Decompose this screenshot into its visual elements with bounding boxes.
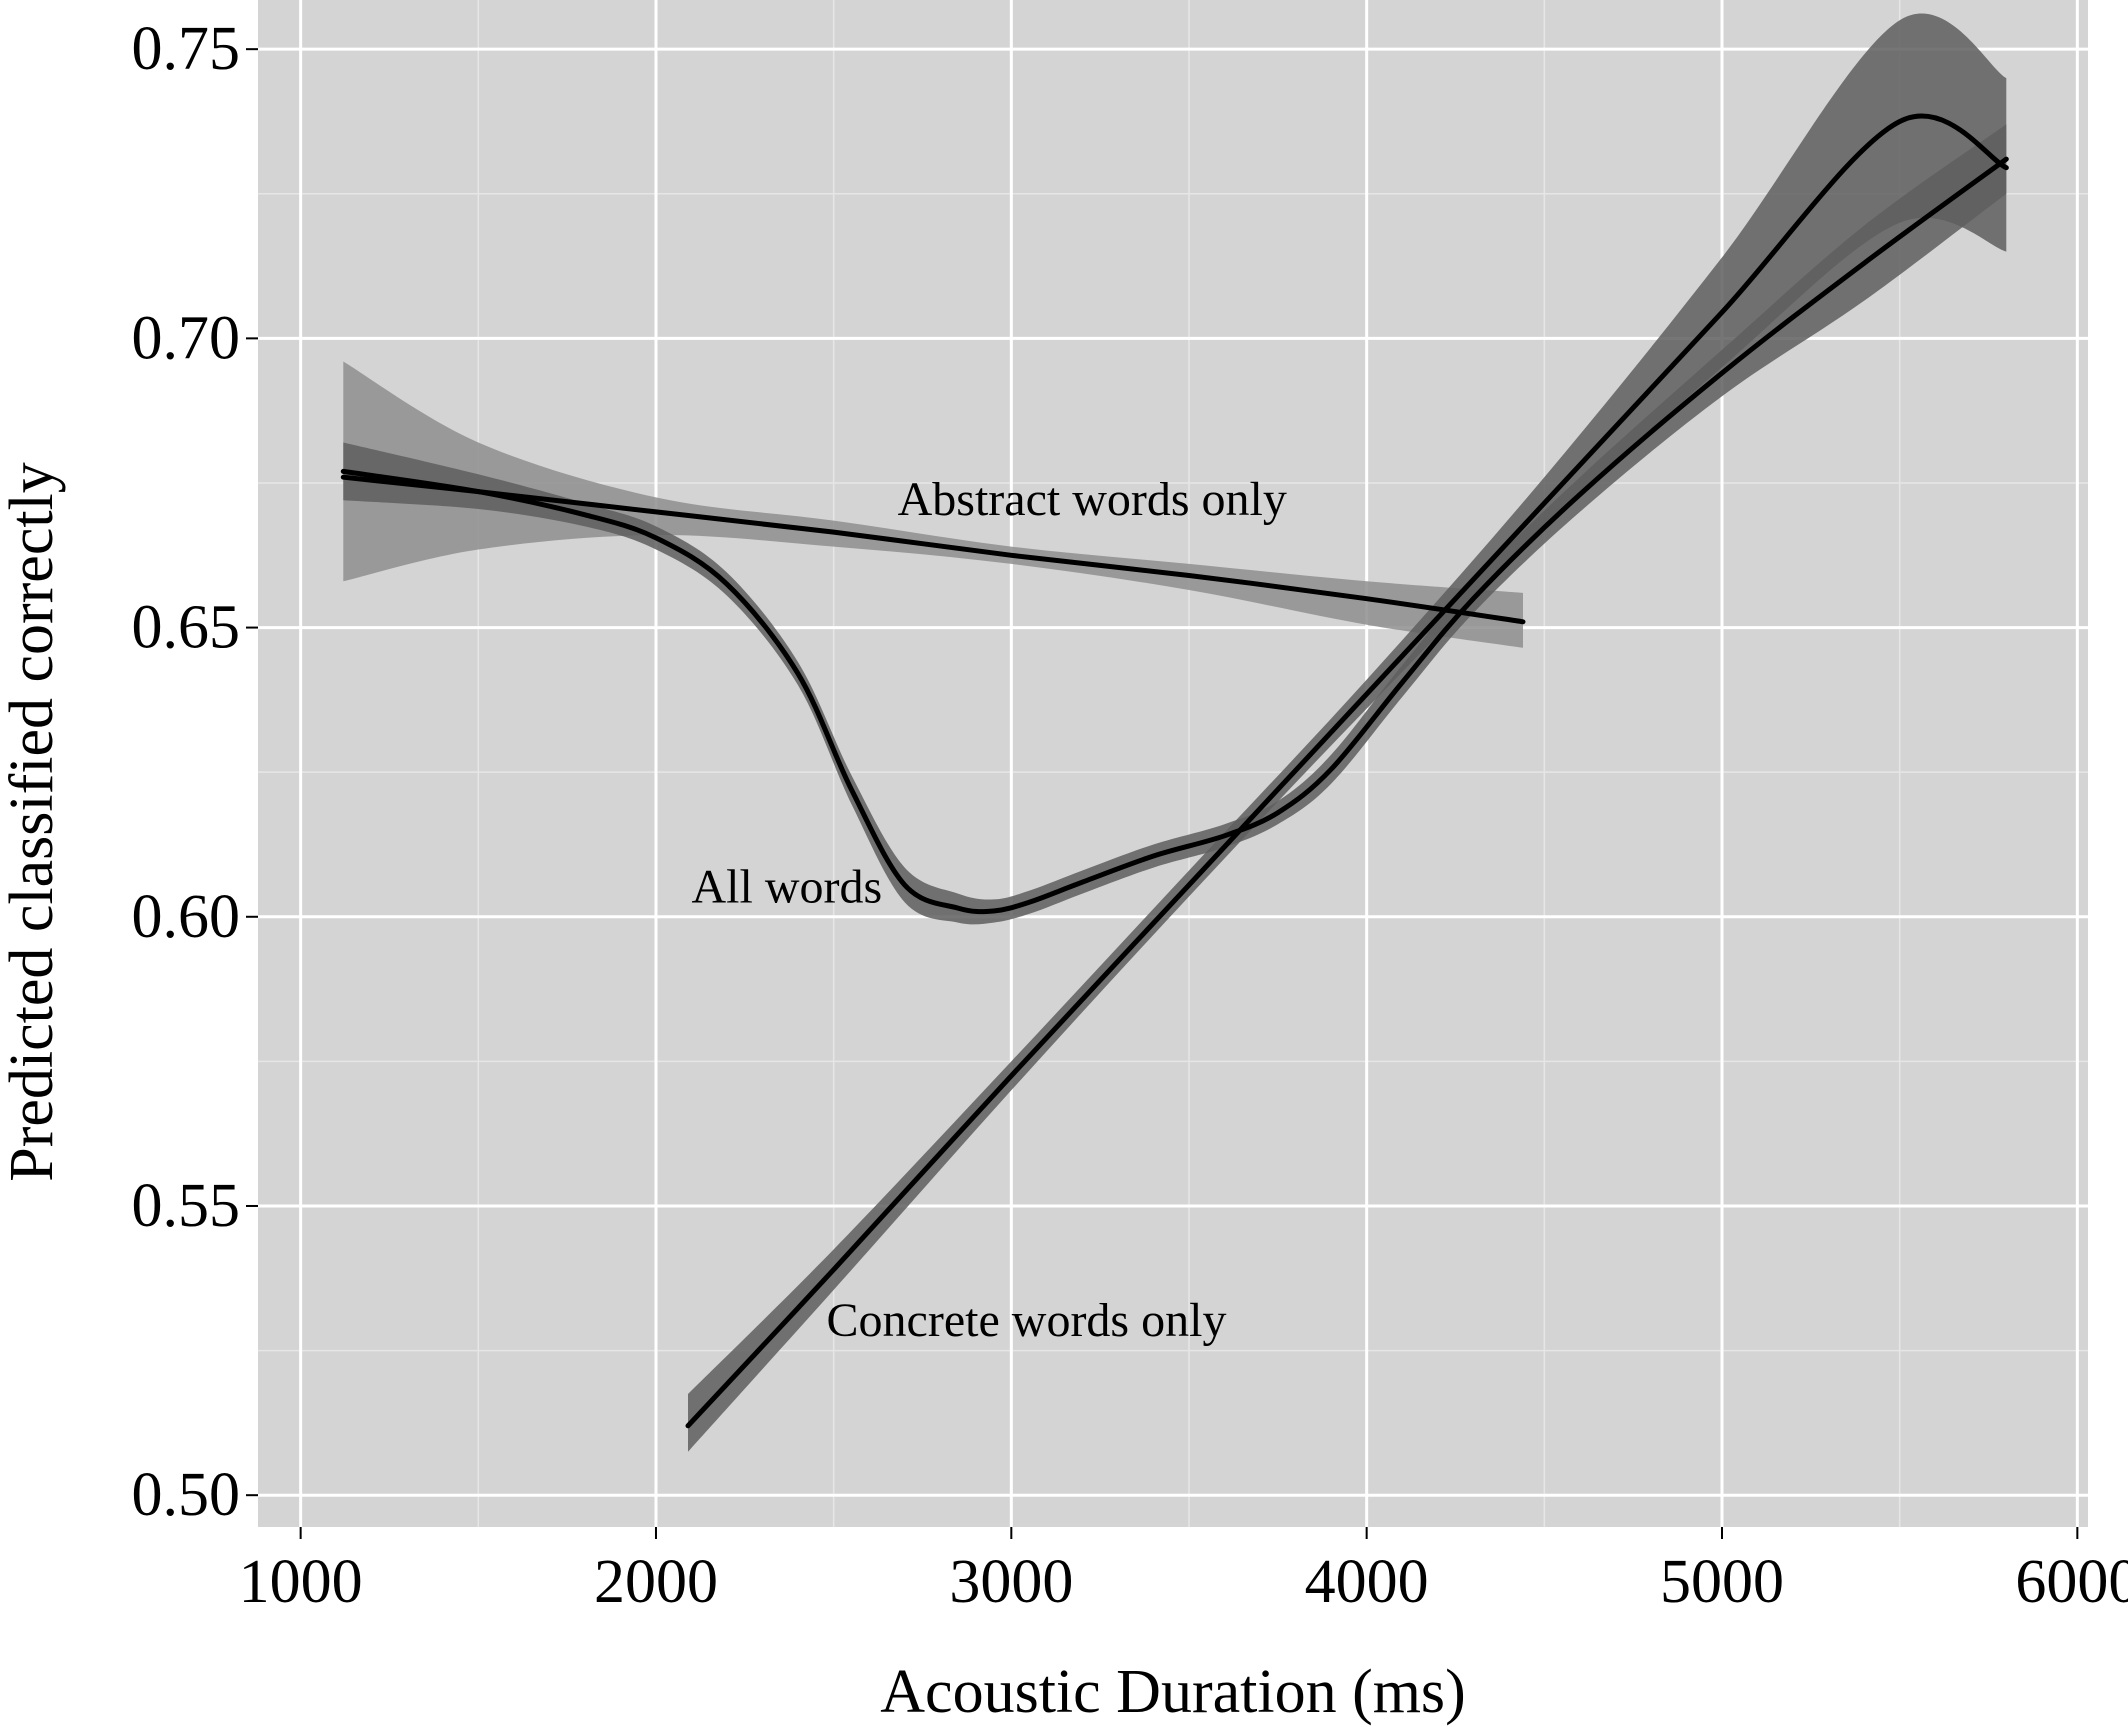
y-tick-label: 0.60: [132, 883, 241, 951]
x-tick-label: 5000: [1660, 1548, 1784, 1616]
y-axis-title: Predicted classified correctly: [0, 462, 66, 1182]
grid-major: [258, 0, 2088, 1527]
y-tick-label: 0.50: [132, 1461, 241, 1529]
y-tick-label: 0.55: [132, 1172, 241, 1240]
confidence-band: [688, 13, 2007, 1452]
x-tick-label: 2000: [594, 1548, 718, 1616]
series-label: All words: [692, 860, 883, 913]
x-tick-label: 3000: [949, 1548, 1073, 1616]
x-axis: 1000 2000 3000 4000 5000 6000: [239, 1527, 2128, 1616]
series-label: Abstract words only: [898, 473, 1287, 526]
series-line: [340, 156, 2009, 915]
x-axis-title: Acoustic Duration (ms): [880, 1658, 1465, 1726]
x-tick-label: 6000: [2015, 1548, 2128, 1616]
series-label: Concrete words only: [827, 1294, 1227, 1347]
series-line: [685, 113, 2009, 1429]
series-annotations: Abstract words only All words Concrete wor…: [692, 473, 1287, 1347]
x-tick-label: 1000: [239, 1548, 363, 1616]
y-axis: 0.50 0.55 0.60 0.65 0.70 0.75: [132, 15, 258, 1529]
y-tick-label: 0.65: [132, 594, 241, 662]
x-tick-label: 4000: [1305, 1548, 1429, 1616]
y-tick-label: 0.70: [132, 304, 241, 372]
series-lines: [340, 113, 2009, 1429]
y-tick-label: 0.75: [132, 15, 241, 83]
confidence-band: [343, 361, 1523, 648]
confidence-bands: [343, 13, 2007, 1452]
series-line: [340, 474, 1526, 625]
